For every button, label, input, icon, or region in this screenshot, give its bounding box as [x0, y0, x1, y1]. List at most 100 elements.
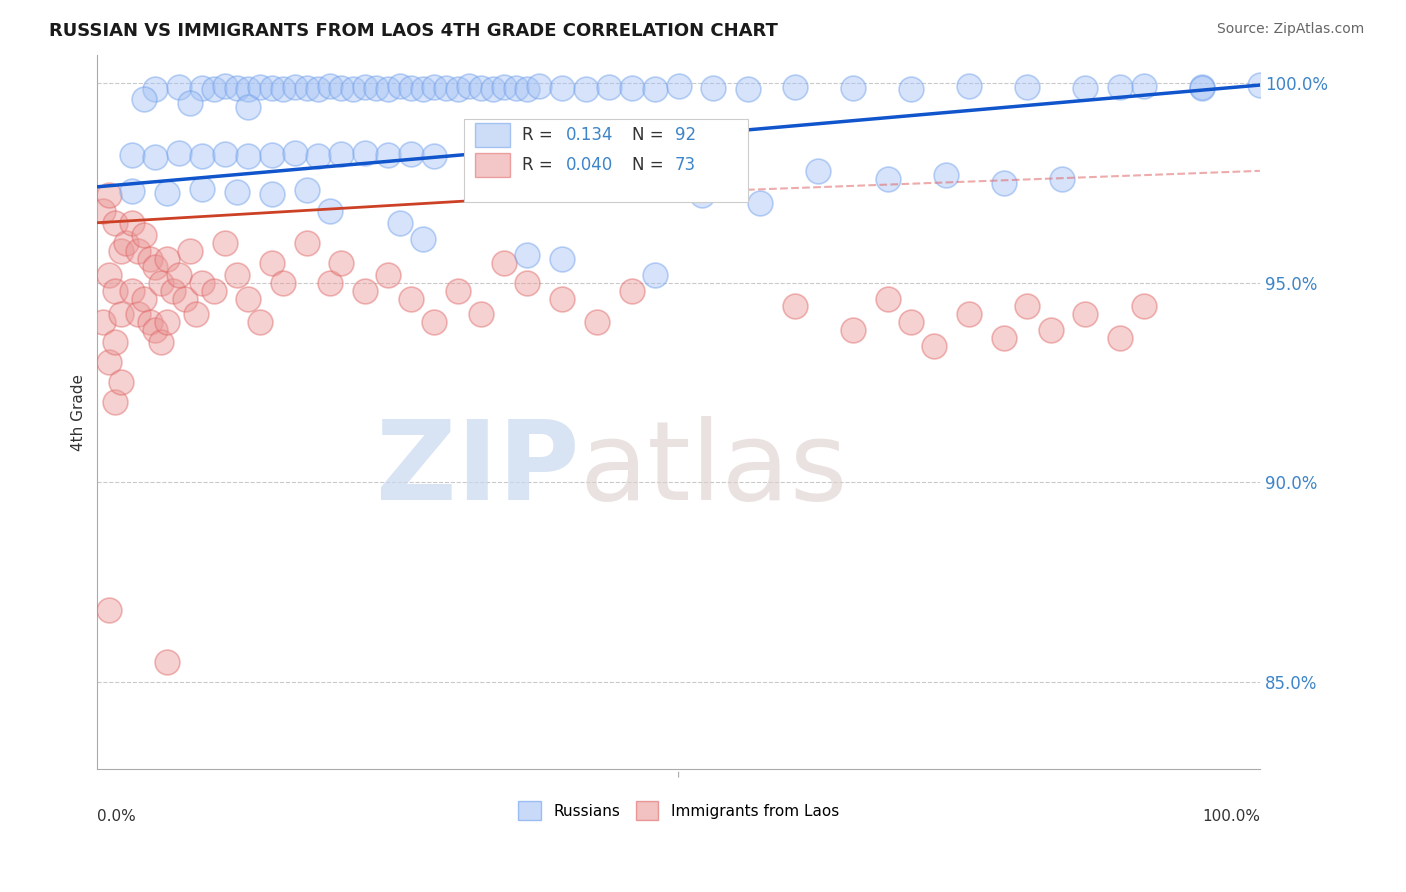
Text: N =: N =	[633, 156, 669, 174]
Point	[110, 376, 132, 390]
Point	[191, 80, 214, 95]
Point	[924, 339, 946, 353]
Point	[993, 331, 1015, 345]
Point	[138, 315, 160, 329]
Y-axis label: 4th Grade: 4th Grade	[72, 374, 86, 450]
Point	[98, 268, 121, 282]
Point	[481, 82, 503, 96]
Point	[145, 260, 167, 274]
Point	[842, 80, 865, 95]
Point	[388, 216, 411, 230]
Point	[330, 80, 353, 95]
Point	[1074, 308, 1097, 322]
Point	[121, 148, 143, 162]
Point	[295, 80, 318, 95]
Point	[295, 183, 318, 197]
Point	[284, 80, 307, 95]
Point	[668, 79, 690, 94]
Point	[494, 80, 516, 95]
Point	[110, 308, 132, 322]
Point	[249, 315, 271, 329]
Point	[516, 276, 538, 290]
Point	[586, 315, 609, 329]
Point	[186, 308, 208, 322]
Text: N =: N =	[633, 126, 669, 145]
Point	[138, 252, 160, 266]
Point	[1191, 80, 1213, 95]
Point	[749, 195, 772, 210]
Point	[353, 145, 375, 160]
Point	[621, 284, 644, 298]
Point	[150, 276, 173, 290]
Point	[551, 80, 574, 95]
Point	[127, 244, 149, 258]
Point	[150, 335, 173, 350]
Point	[214, 147, 236, 161]
Point	[167, 80, 190, 95]
Point	[412, 232, 434, 246]
Point	[127, 308, 149, 322]
Point	[91, 203, 114, 218]
Point	[1052, 171, 1074, 186]
Point	[214, 235, 236, 250]
Point	[366, 80, 388, 95]
Text: 0.040: 0.040	[565, 156, 613, 174]
Point	[423, 80, 446, 95]
Point	[173, 292, 195, 306]
Point	[1017, 300, 1039, 314]
Point	[98, 187, 121, 202]
Point	[98, 355, 121, 369]
Text: 100.0%: 100.0%	[1202, 808, 1260, 823]
Point	[167, 268, 190, 282]
Point	[516, 247, 538, 261]
Point	[156, 655, 179, 669]
Point	[644, 82, 666, 96]
Point	[145, 82, 167, 96]
Point	[156, 186, 179, 200]
Point	[307, 82, 329, 96]
Point	[132, 292, 155, 306]
Point	[470, 80, 492, 95]
Point	[104, 284, 127, 298]
Point	[516, 82, 538, 96]
FancyBboxPatch shape	[475, 153, 510, 177]
Point	[91, 315, 114, 329]
Point	[167, 145, 190, 160]
Point	[156, 252, 179, 266]
Point	[1039, 323, 1062, 337]
Point	[145, 323, 167, 337]
Point	[225, 268, 247, 282]
Point	[273, 82, 295, 96]
Point	[957, 79, 980, 94]
Point	[458, 79, 481, 94]
FancyBboxPatch shape	[475, 123, 510, 146]
Text: 0.134: 0.134	[565, 126, 613, 145]
Point	[1249, 78, 1271, 92]
Point	[179, 95, 201, 110]
Text: R =: R =	[522, 156, 558, 174]
Text: RUSSIAN VS IMMIGRANTS FROM LAOS 4TH GRADE CORRELATION CHART: RUSSIAN VS IMMIGRANTS FROM LAOS 4TH GRAD…	[49, 22, 778, 40]
Point	[260, 186, 283, 201]
Point	[121, 284, 143, 298]
Text: R =: R =	[522, 126, 558, 145]
Point	[104, 395, 127, 409]
Point	[319, 276, 342, 290]
Point	[842, 323, 865, 337]
Point	[783, 300, 806, 314]
Point	[551, 292, 574, 306]
Point	[423, 315, 446, 329]
Point	[307, 149, 329, 163]
Point	[342, 82, 364, 96]
Point	[238, 82, 260, 96]
Point	[330, 255, 353, 269]
Point	[783, 80, 806, 95]
Point	[273, 276, 295, 290]
Point	[115, 235, 138, 250]
Point	[434, 80, 457, 95]
Point	[399, 80, 422, 95]
Text: atlas: atlas	[579, 416, 848, 523]
Point	[104, 216, 127, 230]
Point	[377, 148, 399, 162]
Point	[957, 308, 980, 322]
Point	[330, 147, 353, 161]
